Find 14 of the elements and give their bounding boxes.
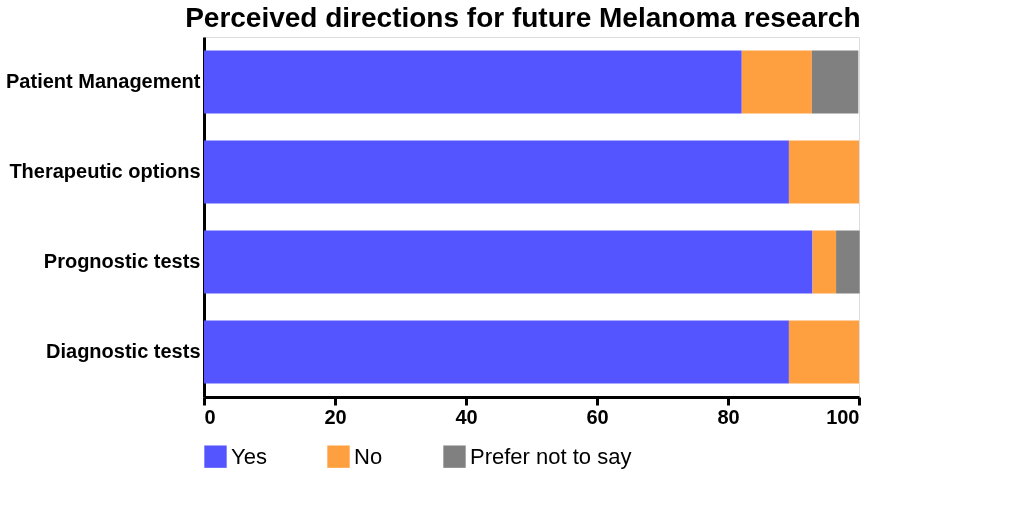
x-tick-label: 20 xyxy=(324,405,347,428)
legend-label: Prefer not to say xyxy=(470,443,632,469)
legend-label: Yes xyxy=(231,443,267,469)
x-tick-label: 60 xyxy=(586,405,609,428)
y-tick-label: Patient Management xyxy=(6,70,201,92)
chart-title: Perceived directions for future Melanoma research xyxy=(185,2,861,33)
x-tick-label: 40 xyxy=(455,405,478,428)
x-tick-label: 0 xyxy=(204,405,216,428)
legend-label: No xyxy=(354,443,383,469)
x-tick-label: 100 xyxy=(826,405,860,428)
x-tick-label: 80 xyxy=(717,405,740,428)
y-tick-label: Prognostic tests xyxy=(43,250,201,272)
y-tick-label: Diagnostic tests xyxy=(46,340,201,362)
y-tick-label: Therapeutic options xyxy=(9,160,201,182)
